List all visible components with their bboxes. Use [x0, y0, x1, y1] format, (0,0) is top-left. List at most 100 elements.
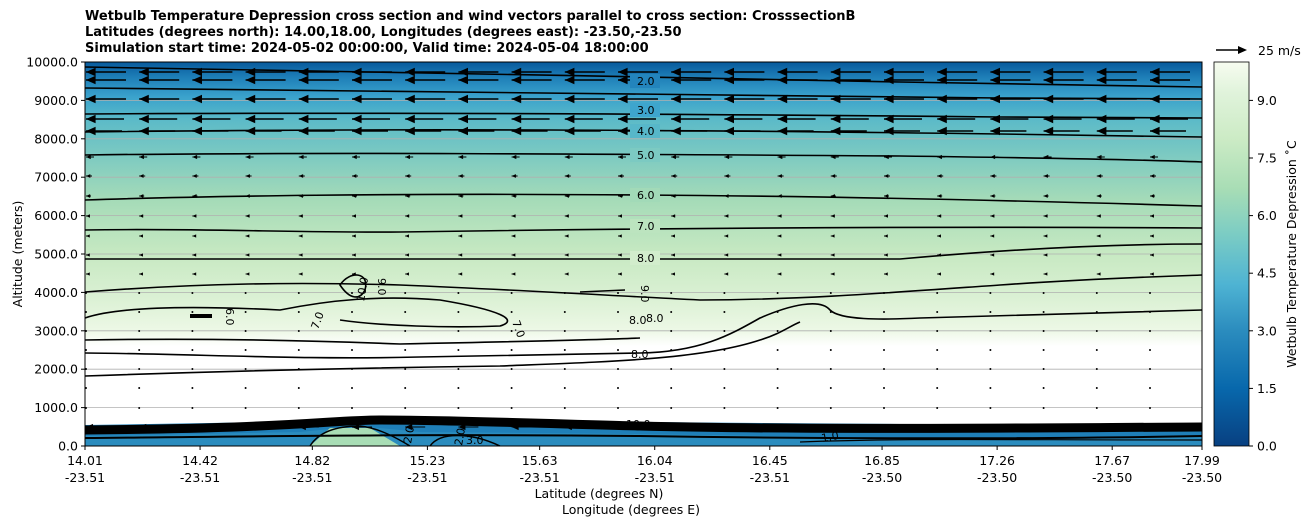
wind-vector-head — [352, 114, 362, 124]
wind-vector-head — [86, 214, 90, 218]
wind-vector-head — [511, 234, 516, 238]
y-tick-label: 5000.0 — [34, 247, 78, 262]
wind-vector-head — [405, 67, 415, 77]
wind-vector-dot — [776, 311, 779, 313]
wind-vector-head — [671, 253, 675, 257]
wind-vector-head — [777, 194, 782, 198]
wind-vector-head — [1043, 174, 1048, 178]
wind-vector-head — [405, 194, 410, 198]
y-tick-label: 9000.0 — [34, 93, 78, 108]
wind-vector-head — [724, 272, 729, 276]
wind-vector-head — [990, 253, 995, 257]
contour-label: 2.0 — [637, 75, 655, 88]
wind-vector-dot — [1095, 311, 1098, 313]
wind-vector-head — [777, 154, 783, 160]
wind-vector-head — [724, 154, 730, 160]
wind-vector-dot — [351, 330, 353, 332]
wind-vector-head — [884, 423, 892, 431]
wind-vector-head — [990, 194, 995, 198]
wind-vector-head — [937, 75, 947, 85]
wind-vector-head — [830, 174, 836, 178]
wind-vector-head — [192, 154, 198, 160]
wind-vector-head — [1043, 154, 1049, 160]
wind-vector-head — [990, 154, 996, 160]
wind-vector-head — [618, 194, 623, 198]
x-tick-label-lon: -23.51 — [407, 470, 447, 485]
wind-vector-head — [618, 94, 628, 104]
wind-vector-head — [245, 154, 251, 160]
wind-vector-head — [1096, 126, 1107, 136]
wind-vector-head — [724, 423, 732, 431]
wind-vector-head — [86, 75, 96, 85]
wind-vector-dot — [138, 311, 141, 313]
wind-vector-dot — [191, 387, 194, 389]
wind-vector-head — [830, 214, 835, 218]
wind-vector-head — [1096, 114, 1107, 124]
wind-vector-dot — [883, 349, 885, 351]
wind-vector-head — [458, 126, 468, 136]
x-tick-label-lat: 14.01 — [67, 453, 103, 468]
wind-vector-head — [139, 67, 149, 77]
wind-vector-head — [884, 194, 889, 198]
wind-vector-head — [1043, 67, 1054, 77]
wind-vector-head — [1096, 423, 1104, 431]
wind-vector-head — [564, 194, 569, 198]
wind-vector-dot — [1095, 292, 1098, 294]
wind-vector-dot — [1149, 368, 1151, 370]
x-axis-label-latitude: Latitude (degrees N) — [535, 486, 664, 501]
wind-vector-head — [724, 214, 729, 218]
wind-vector-head — [618, 114, 628, 124]
wind-vector-head — [511, 272, 516, 276]
contour-label: 3.0 — [637, 104, 655, 117]
wind-vector-head — [352, 94, 362, 104]
wind-vector-head — [830, 194, 835, 198]
wind-vector-head — [990, 272, 995, 276]
colorbar-ticks: 0.0 1.5 3.0 4.5 6.0 7.5 9.0 — [1249, 93, 1277, 454]
wind-vector-dot — [510, 349, 513, 351]
wind-vector-head — [405, 94, 415, 104]
wind-vector-dot — [617, 368, 619, 370]
wind-vector-dot — [1042, 292, 1045, 294]
wind-vector-head — [352, 194, 357, 198]
wind-vector-head — [618, 174, 623, 178]
y-tick-label: 7000.0 — [34, 170, 78, 185]
wind-vector-head — [884, 114, 894, 124]
wind-vector-dot — [670, 311, 673, 313]
wind-vector-head — [352, 272, 356, 276]
wind-vector-head — [405, 272, 409, 276]
wind-vector-dot — [457, 292, 460, 294]
wind-vector-head — [1043, 214, 1048, 218]
wind-vector-dot — [723, 349, 726, 351]
colorbar-tick-label: 9.0 — [1257, 93, 1277, 108]
x-tick-label-lat: 16.04 — [637, 453, 673, 468]
wind-vector-head — [884, 174, 889, 178]
wind-vector-dot — [457, 311, 460, 313]
wind-vector-dot — [829, 330, 832, 332]
contour-label: 7.0 — [637, 220, 655, 233]
wind-vector-dot — [297, 349, 300, 351]
wind-vector-dot — [617, 349, 619, 351]
colorbar-tick-label: 4.5 — [1257, 266, 1277, 281]
wind-vector-head — [405, 214, 410, 218]
wind-vector-head — [564, 272, 569, 276]
wind-vector-head — [139, 154, 144, 160]
y-tick-label: 0.0 — [58, 439, 78, 454]
wind-vector-dot — [244, 330, 247, 332]
wind-vector-head — [86, 126, 96, 136]
contour-label: 5.0 — [637, 149, 655, 162]
wind-vector-head — [1096, 75, 1107, 85]
wind-vector-dot — [191, 368, 194, 370]
wind-vector-head — [830, 75, 841, 85]
y-axis-label: Altitude (meters) — [10, 201, 25, 308]
wind-vector-head — [352, 234, 356, 238]
wind-vector-head — [1150, 67, 1160, 77]
wind-vector-head — [724, 194, 729, 198]
wind-vector-head — [830, 114, 841, 124]
wind-vector-head — [884, 94, 894, 104]
wind-vector-dot — [351, 387, 353, 389]
wind-vector-head — [937, 154, 942, 160]
wind-vector-dot — [1149, 330, 1151, 332]
wind-vector-dot — [563, 292, 566, 294]
wind-vector-head — [671, 67, 681, 77]
